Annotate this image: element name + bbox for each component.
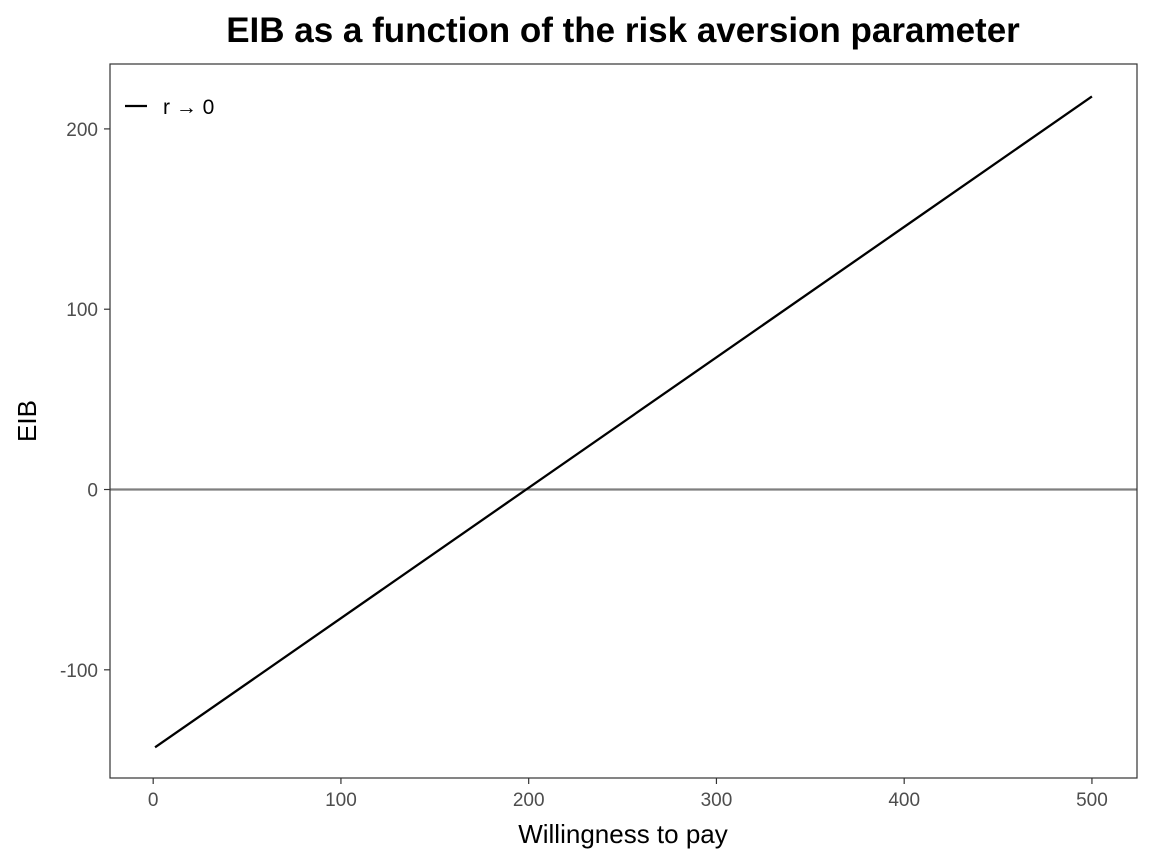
y-tick-label: -100 — [60, 661, 98, 682]
x-tick-label: 300 — [701, 790, 733, 811]
x-tick-label: 400 — [888, 790, 920, 811]
chart-title: EIB as a function of the risk aversion p… — [226, 11, 1020, 50]
y-axis-title: EIB — [12, 400, 42, 442]
x-axis: 0 100 200 300 400 500 — [148, 778, 1108, 811]
y-tick-label: 0 — [87, 481, 98, 502]
legend-label-0: r → 0 — [163, 96, 214, 119]
series-layer — [154, 95, 1093, 749]
y-tick-label: 100 — [66, 300, 98, 321]
series-line-0 — [154, 95, 1093, 749]
y-tick-label: 200 — [66, 120, 98, 141]
x-tick-label: 100 — [325, 790, 357, 811]
x-axis-title: Willingness to pay — [518, 819, 728, 849]
legend: r → 0 — [125, 96, 214, 119]
x-tick-label: 200 — [513, 790, 545, 811]
y-axis: -100 0 100 200 — [60, 120, 110, 682]
x-tick-label: 500 — [1076, 790, 1108, 811]
x-tick-label: 0 — [148, 790, 159, 811]
plot-border — [109, 63, 1138, 779]
